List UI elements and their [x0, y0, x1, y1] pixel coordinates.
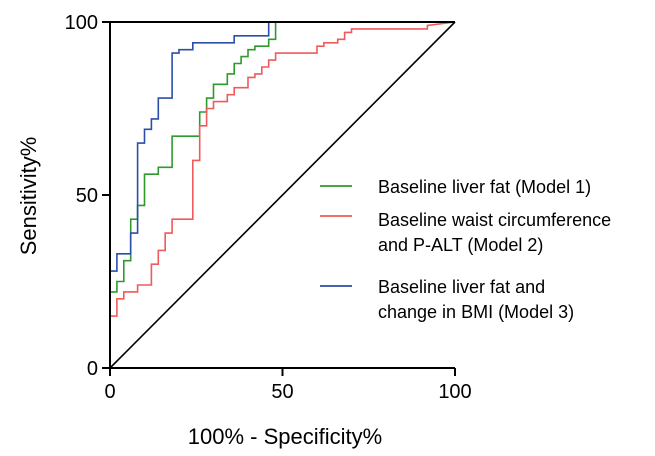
series-model-3-line — [109, 21, 455, 368]
legend: Baseline liver fat (Model 1) Baseline wai… — [320, 177, 611, 322]
x-tick-label: 0 — [104, 381, 115, 403]
y-tick-label: 100 — [65, 12, 98, 34]
legend-label-model-3: change in BMI (Model 3) — [378, 302, 574, 322]
legend-label-model-1: Baseline liver fat (Model 1) — [378, 177, 591, 197]
reference-diagonal-line — [109, 21, 456, 369]
x-tick-label: 50 — [271, 381, 293, 403]
roc-curves — [109, 21, 456, 369]
legend-label-model-2: and P-ALT (Model 2) — [378, 235, 543, 255]
tick-marks: 0 50 100 0 50 100 — [65, 12, 472, 403]
series-model-2-line — [109, 21, 456, 368]
x-tick-label: 100 — [438, 381, 471, 403]
y-tick-label: 50 — [76, 185, 98, 207]
legend-label-model-2: Baseline waist circumference — [378, 210, 611, 230]
legend-label-model-3: Baseline liver fat and — [378, 277, 545, 297]
y-tick-label: 0 — [87, 358, 98, 380]
axes — [102, 21, 455, 376]
x-axis-label: 100% - Specificity% — [188, 424, 382, 449]
y-axis-label: Sensitivity% — [16, 137, 41, 256]
